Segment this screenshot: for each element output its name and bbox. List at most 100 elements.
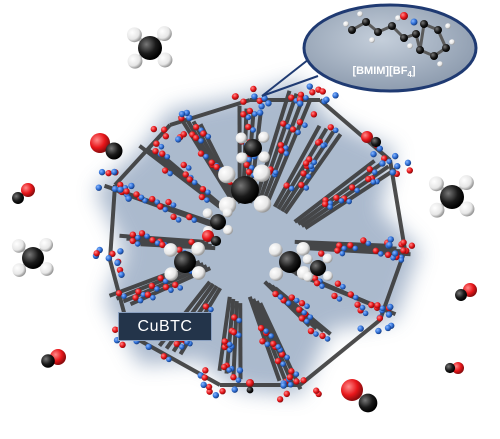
carbon-atom (244, 139, 262, 157)
carbon-monoxide-molecule (246, 379, 254, 394)
hydrogen-atom (458, 175, 474, 191)
hydrogen-atom (156, 26, 172, 42)
oxygen-atom (129, 231, 137, 238)
carbon-monoxide-molecule (341, 379, 378, 413)
oxygen-atom (347, 291, 354, 298)
copper-atom (144, 233, 150, 240)
oxygen-atom (244, 123, 252, 131)
oxygen-atom (117, 181, 124, 189)
framework-atom (250, 85, 257, 93)
framework-strut (283, 133, 343, 215)
copper-atom (134, 241, 141, 247)
framework-strut (293, 159, 376, 224)
carbon-atom (12, 192, 24, 204)
oxygen-atom (348, 184, 356, 191)
copper-atom (304, 318, 310, 325)
oxygen-atom (246, 107, 254, 115)
oxygen-atom (186, 213, 193, 221)
hydrogen-atom (323, 271, 333, 281)
copper-atom (285, 123, 292, 130)
framework-atom (206, 388, 213, 395)
oxygen-atom (213, 163, 220, 171)
copper-atom (319, 283, 325, 289)
copper-atom (203, 153, 209, 160)
framework-atom (387, 303, 394, 311)
copper-atom (185, 165, 192, 171)
oxygen-atom (221, 338, 229, 345)
oxygen-atom (157, 275, 164, 282)
hydrogen-atom (449, 39, 455, 45)
oxygen-atom (160, 353, 168, 360)
copper-atom (175, 217, 182, 223)
framework-atom (375, 327, 382, 335)
oxygen-atom (384, 251, 392, 259)
copper-atom (288, 185, 295, 192)
oxygen-atom (199, 186, 207, 193)
framework-atom (145, 343, 152, 351)
framework-atom (300, 377, 307, 384)
oxygen-atom (186, 176, 193, 183)
oxygen-atom (153, 140, 160, 147)
hydrogen-atom (39, 237, 54, 252)
ionic-liquid-label: [BMIM][BF4] (352, 65, 416, 80)
oxygen-atom (115, 290, 123, 297)
framework-atom (175, 136, 182, 143)
cubtc-label: CuBTC (118, 312, 212, 341)
hydrogen-atom (191, 241, 206, 256)
hydrogen-atom (253, 195, 272, 213)
copper-atom (272, 169, 279, 176)
ionic-liquid-inset (261, 3, 478, 97)
copper-atom (179, 344, 185, 350)
framework-strut (265, 98, 313, 204)
copper-atom (362, 310, 369, 317)
copper-atom (277, 294, 284, 300)
hydrogen-atom (218, 165, 236, 184)
framework-atom (387, 236, 394, 243)
copper-atom (354, 187, 360, 194)
oxygen-atom (331, 292, 338, 300)
carbon-monoxide-molecule (90, 133, 123, 160)
copper-atom (303, 94, 309, 101)
copper-atom (177, 285, 184, 291)
hydrogen-atom (258, 151, 270, 163)
oxygen-atom (288, 368, 295, 375)
copper-atom (158, 143, 165, 150)
oxygen-atom (288, 294, 295, 301)
oxygen-atom (300, 170, 307, 177)
framework-strut (247, 296, 282, 382)
carbon-atom (388, 22, 396, 30)
framework-atom (236, 367, 244, 374)
copper-atom (302, 122, 308, 129)
framework-strut (272, 124, 322, 208)
framework-atom (256, 97, 263, 105)
copper-atom (191, 179, 198, 186)
oxygen-atom (133, 191, 140, 198)
framework-strut (298, 318, 382, 387)
hydrogen-atom (303, 271, 313, 282)
copper-atom (246, 156, 253, 163)
copper-atom (162, 278, 169, 285)
carbon-atom (41, 354, 55, 368)
framework-atom (205, 383, 213, 391)
copper-atom (166, 356, 172, 363)
oxygen-atom (231, 314, 238, 321)
carbon-atom (442, 44, 450, 52)
framework-atom (212, 392, 220, 399)
oxygen-atom (366, 166, 373, 173)
oxygen-atom (230, 329, 238, 336)
framework-atom (384, 324, 392, 332)
copper-atom (280, 361, 286, 367)
framework-atom (119, 341, 126, 349)
hydrogen-atom (429, 202, 445, 218)
oxygen-atom (374, 302, 381, 309)
oxygen-atom (157, 203, 164, 210)
oxygen-atom (288, 94, 295, 101)
copper-atom (283, 145, 289, 151)
oxygen-atom (278, 351, 286, 358)
framework-atom (128, 182, 135, 190)
hydrogen-atom (223, 225, 233, 235)
carbon-atom (105, 142, 123, 160)
carbon-atom (22, 247, 44, 269)
framework-atom (309, 89, 316, 96)
copper-atom (338, 197, 345, 204)
